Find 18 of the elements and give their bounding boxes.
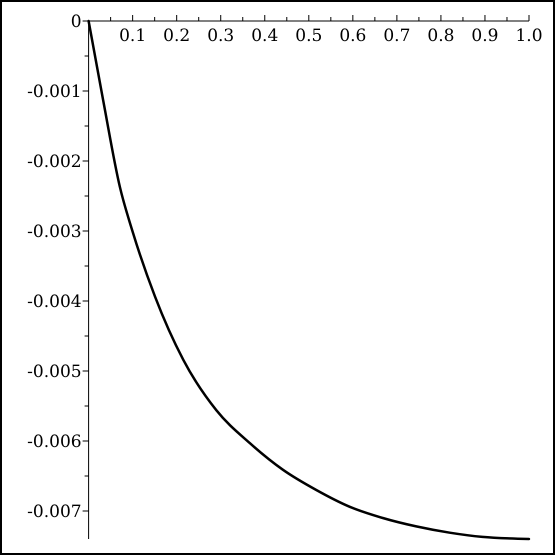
x-tick-label: 0.7 xyxy=(383,26,410,46)
y-tick-label: -0.002 xyxy=(27,152,82,172)
y-tick-label: -0.001 xyxy=(27,82,82,102)
x-tick-label: 0.4 xyxy=(251,26,278,46)
x-tick-label: 1.0 xyxy=(515,26,543,46)
y-tick-label: -0.007 xyxy=(27,502,82,522)
x-tick-label: 0.9 xyxy=(471,26,498,46)
x-tick-label: 0.8 xyxy=(427,26,454,46)
y-tick-label: -0.005 xyxy=(27,362,82,382)
y-tick-label: -0.003 xyxy=(27,222,82,242)
x-tick-label: 0.1 xyxy=(119,26,146,46)
y-tick-label: -0.004 xyxy=(27,292,82,312)
x-tick-label: 0.6 xyxy=(339,26,366,46)
y-tick-label: -0.006 xyxy=(27,432,82,452)
x-tick-label: 0.5 xyxy=(295,26,322,46)
x-tick-label: 0.3 xyxy=(207,26,234,46)
x-tick-label: 0.2 xyxy=(163,26,190,46)
y-tick-label: 0 xyxy=(70,12,82,32)
